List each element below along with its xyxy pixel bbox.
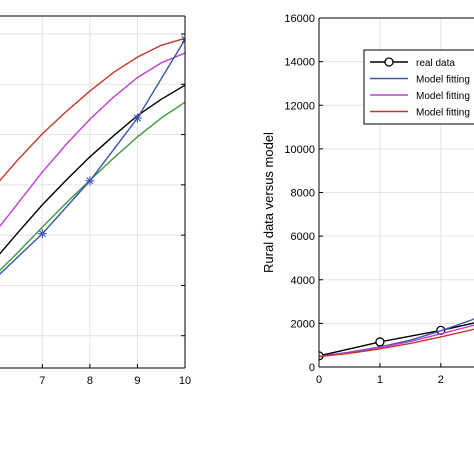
- legend-marker-circle: [384, 57, 394, 67]
- y-tick-label: 12000: [284, 100, 315, 112]
- right-chart-panel: 0123020004000600080001000012000140001600…: [261, 13, 474, 386]
- legend-entry-label: Model fitting: [416, 108, 470, 119]
- asterisk-stroke: [38, 230, 46, 238]
- x-tick-label: 10: [179, 375, 191, 387]
- asterisk-stroke: [181, 38, 185, 44]
- legend-entry-label: real data: [416, 58, 455, 69]
- axes-frame: [0, 15, 186, 369]
- legend-entry-label: Model fitting: [416, 91, 470, 102]
- grid-lines: [0, 16, 185, 368]
- asterisk-stroke: [86, 177, 94, 185]
- series-line-red: [319, 328, 474, 358]
- y-tick-label: 10000: [284, 144, 315, 156]
- y-tick-label: 0: [309, 362, 315, 374]
- legend-entry-label: Model fitting: [416, 75, 470, 86]
- y-tick-label: 2000: [291, 318, 315, 330]
- asterisk-stroke: [133, 114, 141, 122]
- series-line-black: [319, 322, 474, 357]
- data-point-asterisk: [85, 176, 95, 186]
- y-axis-title: Rural data versus model: [261, 132, 276, 273]
- y-tick-label: 8000: [291, 188, 315, 200]
- x-tick-label: 0: [316, 374, 322, 386]
- data-point-asterisk: [132, 113, 142, 123]
- y-tick-label: 14000: [284, 57, 315, 69]
- x-tick-label: 1: [377, 374, 383, 386]
- series-group: [0, 34, 185, 275]
- left-chart-panel: 678910: [0, 15, 191, 387]
- axes-frame: [318, 17, 474, 368]
- series-line-purple: [0, 52, 185, 228]
- x-tick-label: 8: [87, 375, 93, 387]
- series-line-black: [0, 84, 185, 255]
- x-tick-label: 7: [39, 375, 45, 387]
- legend: real data Model fitting Model fitting Model…: [363, 49, 474, 125]
- data-point-asterisk: [180, 34, 185, 44]
- y-tick-label: 4000: [291, 275, 315, 287]
- series-group: [319, 318, 474, 361]
- series-line-purple: [319, 324, 474, 358]
- data-point-circle: [375, 337, 385, 347]
- x-tick-label: 2: [438, 374, 444, 386]
- series-line-blue: [319, 318, 474, 358]
- x-tick-label: 9: [134, 375, 140, 387]
- y-tick-label: 16000: [284, 13, 315, 25]
- y-tick-label: 6000: [291, 231, 315, 243]
- series-line-red: [0, 37, 185, 182]
- data-point-asterisk: [37, 229, 47, 239]
- asterisk-stroke: [181, 35, 185, 41]
